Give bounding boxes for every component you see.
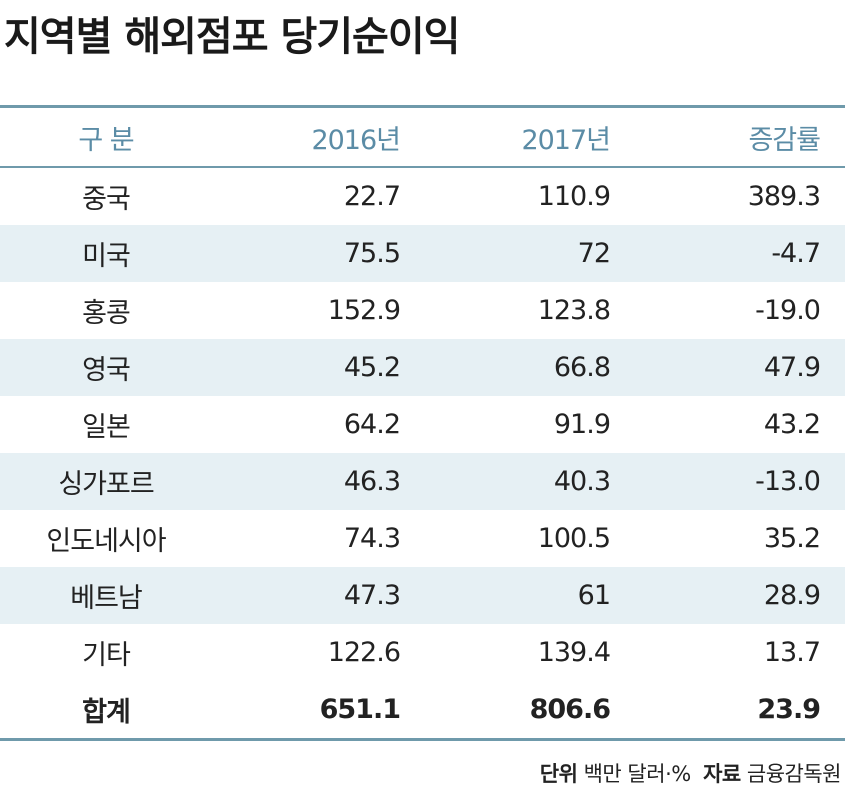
cell-change-rate: -13.0 — [755, 466, 821, 497]
source-label: 자료 — [703, 762, 741, 786]
cell-value-2017: 91.9 — [553, 409, 611, 440]
cell-region: 일본 — [82, 412, 131, 443]
table-row: 영국 45.2 66.8 47.9 — [0, 339, 845, 396]
cell-value-2017: 72 — [577, 238, 611, 269]
table-row: 홍콩 152.9 123.8 -19.0 — [0, 282, 845, 339]
table-row: 일본 64.2 91.9 43.2 — [0, 396, 845, 453]
data-table: 구 분 2016년 2017년 증감률 중국 22.7 110.9 389.3 미국 75… — [0, 105, 845, 741]
total-2016: 651.1 — [319, 694, 401, 725]
header-region: 구 분 — [78, 124, 134, 156]
source-value: 금융감독원 — [746, 762, 842, 786]
unit-value: 백만 달러·% — [583, 762, 692, 786]
cell-change-rate: 47.9 — [763, 352, 821, 383]
cell-value-2017: 40.3 — [553, 466, 611, 497]
cell-value-2016: 64.2 — [343, 409, 401, 440]
cell-region: 싱가포르 — [58, 469, 154, 500]
cell-value-2017: 100.5 — [537, 523, 611, 554]
cell-change-rate: 35.2 — [763, 523, 821, 554]
table-row: 기타 122.6 139.4 13.7 — [0, 624, 845, 681]
cell-value-2016: 74.3 — [343, 523, 401, 554]
footer-note: 단위 백만 달러·% 자료 금융감독원 — [539, 758, 842, 788]
cell-region: 인도네시아 — [46, 526, 166, 557]
cell-change-rate: 13.7 — [763, 637, 821, 668]
total-2017: 806.6 — [529, 694, 611, 725]
cell-value-2016: 152.9 — [327, 295, 401, 326]
cell-value-2016: 47.3 — [343, 580, 401, 611]
cell-region: 홍콩 — [82, 298, 131, 329]
cell-value-2017: 110.9 — [537, 181, 611, 212]
cell-value-2016: 45.2 — [343, 352, 401, 383]
header-change-rate: 증감률 — [748, 124, 821, 156]
cell-value-2016: 122.6 — [327, 637, 401, 668]
unit-label: 단위 — [539, 762, 578, 786]
table-body: 중국 22.7 110.9 389.3 미국 75.5 72 -4.7 홍콩 152.9 123.8… — [0, 168, 845, 681]
table-row: 인도네시아 74.3 100.5 35.2 — [0, 510, 845, 567]
total-label: 합계 — [82, 697, 131, 728]
cell-region: 기타 — [82, 640, 131, 671]
cell-region: 영국 — [82, 355, 131, 386]
cell-value-2017: 139.4 — [537, 637, 611, 668]
table-total-row: 합계 651.1 806.6 23.9 — [0, 681, 845, 738]
cell-value-2016: 22.7 — [343, 181, 401, 212]
header-2017: 2017년 — [521, 124, 611, 156]
table-row: 싱가포르 46.3 40.3 -13.0 — [0, 453, 845, 510]
cell-change-rate: 389.3 — [747, 181, 821, 212]
header-2016: 2016년 — [311, 124, 401, 156]
cell-change-rate: 28.9 — [763, 580, 821, 611]
total-change-rate: 23.9 — [757, 694, 821, 725]
chart-title: 지역별 해외점포 당기순이익 — [4, 14, 460, 60]
cell-value-2017: 66.8 — [553, 352, 611, 383]
cell-change-rate: 43.2 — [763, 409, 821, 440]
cell-region: 중국 — [82, 184, 131, 215]
cell-value-2017: 123.8 — [537, 295, 611, 326]
cell-value-2016: 46.3 — [343, 466, 401, 497]
table-row: 중국 22.7 110.9 389.3 — [0, 168, 845, 225]
cell-value-2017: 61 — [577, 580, 611, 611]
cell-region: 베트남 — [70, 583, 143, 614]
table-header: 구 분 2016년 2017년 증감률 — [0, 108, 845, 168]
cell-change-rate: -19.0 — [755, 295, 821, 326]
cell-region: 미국 — [82, 241, 131, 272]
table-row: 미국 75.5 72 -4.7 — [0, 225, 845, 282]
table-row: 베트남 47.3 61 28.9 — [0, 567, 845, 624]
cell-change-rate: -4.7 — [771, 238, 821, 269]
cell-value-2016: 75.5 — [343, 238, 401, 269]
